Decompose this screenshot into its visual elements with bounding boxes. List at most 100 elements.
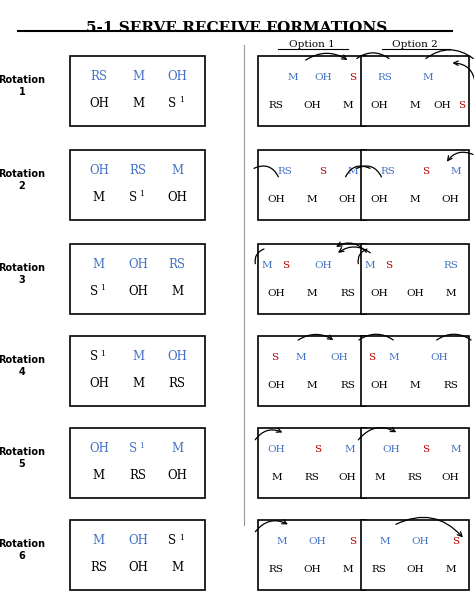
Text: M: M	[342, 101, 353, 110]
Bar	[361, 56, 469, 126]
Text: RS: RS	[91, 70, 107, 83]
Text: OH: OH	[128, 561, 148, 574]
Text: OH: OH	[314, 261, 332, 270]
Text: Option 1: Option 1	[289, 40, 335, 49]
Text: M: M	[93, 535, 105, 547]
Text: M: M	[380, 536, 390, 546]
Text: OH: OH	[128, 259, 148, 272]
Text: OH: OH	[442, 473, 459, 481]
Bar	[361, 428, 469, 498]
Bar	[361, 150, 469, 220]
Text: Rotation
3: Rotation 3	[0, 263, 46, 285]
Text: S: S	[422, 167, 429, 175]
Text: S: S	[422, 444, 429, 454]
Text: RS: RS	[381, 167, 395, 175]
Text: M: M	[307, 289, 317, 297]
Text: S: S	[129, 191, 137, 204]
Text: M: M	[365, 261, 375, 270]
Text: OH: OH	[267, 444, 285, 454]
Text: Rotation
2: Rotation 2	[0, 169, 46, 191]
Text: 5-1 SERVE RECEIVE FORMATIONS: 5-1 SERVE RECEIVE FORMATIONS	[86, 21, 388, 35]
Text: 1: 1	[100, 350, 105, 358]
Text: 1: 1	[179, 96, 183, 104]
Text: RS: RS	[377, 72, 392, 82]
Text: S: S	[90, 285, 98, 298]
Text: M: M	[93, 259, 105, 272]
Text: S: S	[283, 261, 290, 270]
Text: S: S	[168, 535, 176, 547]
Text: OH: OH	[314, 72, 332, 82]
Text: Rotation
1: Rotation 1	[0, 75, 46, 97]
Text: S: S	[349, 536, 356, 546]
Text: S: S	[453, 536, 460, 546]
Text: M: M	[171, 164, 183, 178]
Text: M: M	[93, 469, 105, 482]
Text: RS: RS	[129, 469, 146, 482]
Bar	[258, 428, 366, 498]
Text: OH: OH	[89, 164, 109, 178]
Text: 1: 1	[139, 191, 145, 199]
Text: OH: OH	[433, 101, 451, 110]
Text: OH: OH	[371, 194, 388, 204]
Text: OH: OH	[167, 191, 187, 204]
Text: RS: RS	[408, 473, 422, 481]
Text: S: S	[314, 444, 321, 454]
Bar	[71, 428, 206, 498]
Bar	[258, 336, 366, 406]
Text: OH: OH	[330, 352, 348, 362]
Text: M: M	[348, 167, 358, 175]
Text: OH: OH	[167, 469, 187, 482]
Text: RS: RS	[129, 164, 146, 178]
Text: OH: OH	[383, 444, 400, 454]
Text: S: S	[368, 352, 375, 362]
Text: OH: OH	[339, 194, 356, 204]
Text: RS: RS	[443, 381, 458, 389]
Text: OH: OH	[89, 377, 109, 390]
Text: S: S	[319, 167, 327, 175]
Text: OH: OH	[371, 101, 388, 110]
Text: M: M	[132, 97, 144, 110]
Text: RS: RS	[340, 289, 355, 297]
Text: S: S	[385, 261, 392, 270]
Bar	[71, 520, 206, 590]
Text: M: M	[171, 561, 183, 574]
Text: M: M	[171, 285, 183, 298]
Text: M: M	[307, 194, 317, 204]
Text: M: M	[276, 536, 287, 546]
Text: RS: RS	[372, 565, 387, 574]
Text: M: M	[93, 191, 105, 204]
Text: 1: 1	[179, 534, 183, 542]
Text: M: M	[446, 565, 456, 574]
Text: OH: OH	[411, 536, 429, 546]
Bar	[71, 336, 206, 406]
Bar	[258, 244, 366, 314]
Text: 1: 1	[139, 442, 145, 450]
Text: OH: OH	[339, 473, 356, 481]
Text: M: M	[132, 70, 144, 83]
Text: RS: RS	[443, 261, 458, 270]
Text: OH: OH	[267, 381, 285, 389]
Text: M: M	[410, 381, 420, 389]
Text: Rotation
4: Rotation 4	[0, 355, 46, 377]
Text: M: M	[296, 352, 307, 362]
Text: M: M	[132, 351, 144, 364]
Bar	[71, 244, 206, 314]
Text: OH: OH	[128, 285, 148, 298]
Text: M: M	[287, 72, 298, 82]
Text: M: M	[132, 377, 144, 390]
Text: M: M	[410, 101, 420, 110]
Text: OH: OH	[371, 289, 388, 297]
Text: OH: OH	[167, 70, 187, 83]
Text: M: M	[271, 473, 282, 481]
Text: S: S	[271, 352, 278, 362]
Bar	[361, 336, 469, 406]
Text: RS: RS	[269, 565, 284, 574]
Text: OH: OH	[430, 352, 447, 362]
Bar	[71, 56, 206, 126]
Text: RS: RS	[91, 561, 107, 574]
Bar	[361, 244, 469, 314]
Text: M: M	[446, 289, 456, 297]
Text: OH: OH	[128, 535, 148, 547]
Text: M: M	[451, 167, 461, 175]
Text: S: S	[349, 72, 356, 82]
